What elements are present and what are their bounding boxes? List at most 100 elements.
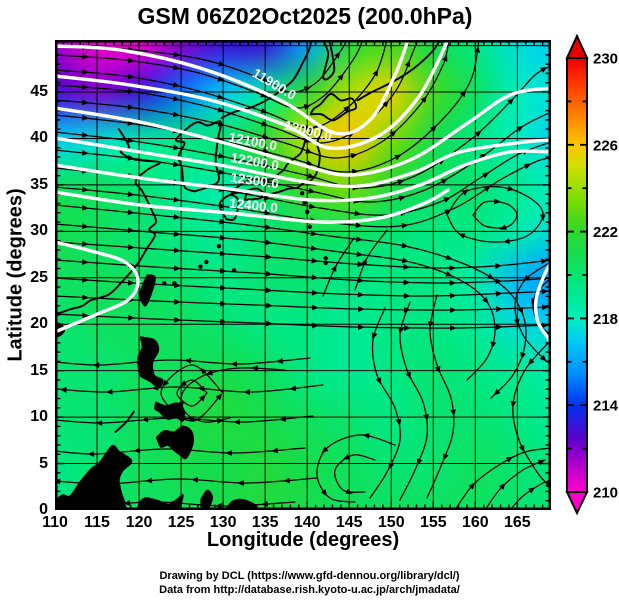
wind-arrow-icon [251, 365, 258, 372]
wind-arrow-icon [266, 302, 273, 309]
wind-arrow-icon [388, 462, 395, 470]
wind-arrow-icon [320, 489, 327, 497]
y-tick-label: 20 [30, 315, 48, 333]
wind-arrow-icon [99, 481, 107, 487]
y-tick-label: 0 [39, 501, 48, 518]
wind-arrow-icon [173, 196, 181, 203]
wind-arrow-icon [311, 304, 319, 311]
wind-arrow-icon [82, 186, 89, 193]
wind-arrow-icon [262, 148, 270, 154]
streamlines [55, 40, 551, 510]
wind-arrow-icon [197, 385, 205, 392]
wind-arrow-icon [494, 198, 501, 205]
wind-arrow-icon [172, 111, 180, 118]
wind-arrow-icon [127, 104, 135, 110]
wind-arrow-icon [354, 210, 362, 217]
wind-arrow-icon [173, 231, 181, 237]
colorbar-label: 218 [593, 311, 618, 328]
wind-arrow-icon [539, 354, 547, 362]
wind-arrow-icon [450, 409, 456, 417]
wind-arrow-icon [216, 93, 225, 100]
wind-arrow-icon [537, 459, 546, 466]
wind-arrow-icon [311, 289, 319, 296]
wind-arrow-icon [191, 476, 199, 483]
wind-arrow-icon [474, 130, 482, 138]
wind-arrow-icon [218, 169, 226, 175]
x-tick-label: 155 [419, 514, 447, 531]
wind-arrow-icon [351, 168, 359, 175]
wind-arrow-icon [499, 224, 507, 230]
wind-arrow-icon [262, 162, 270, 169]
y-tick-label: 5 [39, 454, 48, 472]
wind-arrow-icon [184, 357, 192, 364]
y-tick-label: 30 [30, 222, 48, 240]
colorbar-over-arrow [565, 33, 589, 59]
wind-arrow-icon [279, 416, 287, 422]
wind-arrow-icon [371, 332, 378, 340]
wind-arrow-icon [308, 187, 316, 194]
wind-arrow-icon [361, 258, 367, 266]
wind-arrow-icon [151, 384, 159, 391]
wind-arrow-icon [311, 322, 319, 329]
wind-arrow-icon [356, 236, 363, 243]
wind-arrow-icon [127, 137, 135, 144]
wind-arrow-icon [219, 218, 227, 225]
wind-arrow-icon [173, 64, 181, 71]
wind-arrow-icon [260, 108, 268, 114]
wind-arrow-icon [87, 451, 95, 457]
x-tick-label: 140 [293, 514, 321, 531]
wind-arrow-icon [395, 418, 402, 426]
wind-arrow-icon [303, 86, 312, 92]
wind-arrow-icon [539, 214, 546, 222]
colorbar-label: 226 [593, 137, 618, 154]
wind-arrow-icon [128, 244, 135, 251]
wind-arrow-icon [225, 450, 232, 456]
wind-arrow-icon [382, 100, 389, 108]
wind-arrow-icon [498, 482, 506, 490]
wind-arrow-icon [127, 73, 135, 80]
wind-arrow-icon [495, 290, 503, 297]
wind-arrow-icon [82, 312, 89, 319]
wind-arrow-icon [162, 379, 170, 387]
wind-arrow-icon [334, 51, 341, 59]
wind-arrow-icon [174, 282, 181, 289]
wind-arrow-icon [219, 234, 227, 241]
wind-arrow-icon [127, 57, 135, 64]
wind-arrow-icon [398, 327, 404, 335]
x-tick-label: 110 [42, 514, 68, 531]
wind-arrow-icon [82, 294, 89, 301]
x-tick-label: 120 [125, 514, 153, 531]
colorbar: 230 226 222 218 214 210 [556, 28, 619, 523]
wind-arrow-icon [404, 60, 411, 68]
wind-arrow-icon [443, 453, 449, 461]
contour-label: 12300.0 [229, 170, 279, 192]
colorbar-under-arrow [565, 491, 589, 516]
wind-arrow-icon [330, 264, 337, 272]
y-tick-label: 25 [30, 268, 48, 286]
wind-arrow-icon [169, 499, 177, 506]
wind-arrow-icon [495, 263, 502, 269]
wind-arrow-icon [220, 300, 227, 307]
wind-arrow-icon [219, 284, 227, 291]
wind-arrow-icon [172, 81, 180, 88]
wind-arrow-icon [482, 172, 490, 179]
wind-arrow-icon [216, 418, 224, 424]
wind-arrow-icon [77, 503, 85, 509]
wind-arrow-icon [173, 214, 181, 220]
y-axis-title: Latitude (degrees) [4, 188, 27, 362]
wind-arrow-icon [82, 223, 89, 230]
wind-arrow-icon [218, 202, 226, 209]
credit-line-2: Data from http://database.rish.kyoto-u.a… [159, 584, 460, 596]
wind-arrow-icon [490, 341, 497, 349]
wind-arrow-icon [458, 233, 466, 239]
wind-arrow-icon [311, 274, 319, 281]
x-tick-label: 125 [167, 514, 195, 531]
wind-arrow-icon [507, 185, 515, 192]
wind-arrow-icon [82, 240, 89, 247]
wind-arrow-icon [271, 447, 278, 454]
wind-arrow-icon [306, 160, 314, 166]
y-tick-label: 35 [30, 175, 48, 193]
wind-arrow-icon [513, 318, 520, 326]
wind-arrow-icon [450, 325, 457, 331]
wind-arrow-icon [200, 367, 207, 375]
